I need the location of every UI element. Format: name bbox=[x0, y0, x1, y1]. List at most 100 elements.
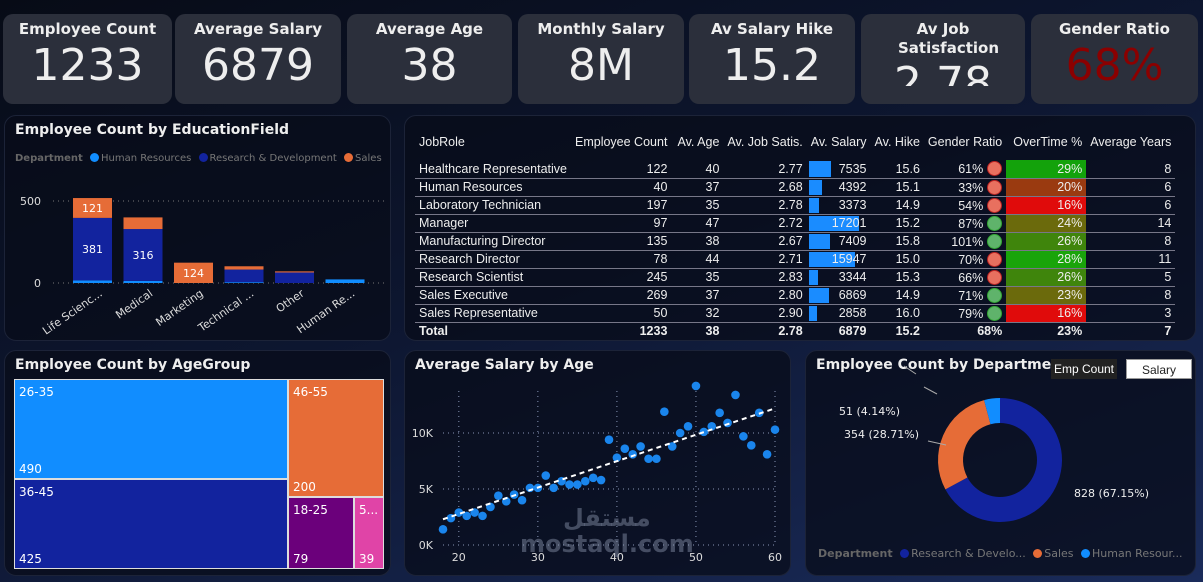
agegroup-treemap: Employee Count by AgeGroup 26-35 490 36-45… bbox=[4, 350, 391, 576]
legend-item[interactable]: Research & Develo... bbox=[911, 547, 1026, 560]
table-cell: 15.2 bbox=[870, 214, 924, 233]
kpi-value: 15.2 bbox=[723, 40, 821, 91]
table-cell: 14.9 bbox=[870, 286, 924, 305]
table-row[interactable]: Manufacturing Director 135 38 2.67 7409 15.8 1… bbox=[415, 232, 1176, 251]
table-cell: 40 bbox=[571, 178, 672, 197]
overtime-cell: 23% bbox=[1006, 286, 1087, 305]
data-point bbox=[494, 491, 503, 501]
column-header[interactable]: Av. Hike bbox=[874, 135, 920, 149]
tile-value: 39 bbox=[359, 552, 375, 566]
bar-segment bbox=[224, 266, 264, 270]
column-header[interactable]: Av. Job Satis. bbox=[727, 135, 803, 149]
bar-segment bbox=[123, 229, 163, 281]
tile-label: 18-25 bbox=[293, 503, 328, 517]
table-cell: 32 bbox=[671, 304, 724, 323]
salary-bar bbox=[808, 233, 831, 249]
chart-legend: Department Human Resources Research & De… bbox=[15, 153, 382, 164]
donut-slice bbox=[945, 398, 1062, 522]
data-point bbox=[715, 408, 724, 418]
table-cell: 37 bbox=[671, 286, 724, 305]
data-point bbox=[604, 435, 614, 445]
column-header[interactable]: OverTime % bbox=[1013, 135, 1083, 149]
data-point bbox=[652, 454, 661, 464]
bar-segment bbox=[275, 271, 314, 273]
x-tick-label: Other bbox=[274, 287, 307, 316]
jobrole-table-panel: JobRole Employee Count Av. Age Av. Job Sati… bbox=[404, 115, 1196, 341]
table-row[interactable]: Manager 97 47 2.72 17201 15.2 87% 24% 14 bbox=[415, 214, 1176, 233]
data-point bbox=[628, 449, 638, 459]
table-row[interactable]: Research Director 78 44 2.71 15947 15.0 70% 28%… bbox=[415, 250, 1176, 269]
salary-cell: 3373 bbox=[806, 196, 871, 215]
legend-dot-icon bbox=[344, 153, 354, 162]
donut-slice bbox=[984, 398, 1000, 425]
bar-segment bbox=[275, 272, 314, 283]
watermark-logo: مستقل mostaql.com bbox=[520, 504, 694, 558]
table-row[interactable]: Sales Executive 269 37 2.80 6869 14.9 71% 23% 8 bbox=[415, 286, 1176, 305]
salary-toggle[interactable]: Salary bbox=[1126, 359, 1192, 379]
data-point bbox=[746, 441, 756, 450]
table-cell: 2.78 bbox=[723, 196, 807, 215]
column-header[interactable]: Av. Age bbox=[677, 135, 720, 149]
table-cell: 8 bbox=[1086, 232, 1176, 251]
table-cell: 8 bbox=[1086, 286, 1176, 305]
bar-segment bbox=[73, 217, 112, 281]
kpi-card: Average Age 38 bbox=[347, 14, 512, 104]
kpi-title: Gender Ratio bbox=[1059, 20, 1170, 38]
table-cell: 38 bbox=[671, 232, 724, 251]
legend-item[interactable]: Sales bbox=[355, 153, 382, 164]
table-cell: 6 bbox=[1086, 178, 1176, 197]
tile-value: 425 bbox=[19, 552, 42, 566]
table-cell: 97 bbox=[571, 214, 672, 233]
table-cell: 135 bbox=[571, 232, 672, 251]
column-header[interactable]: Gender Ratio bbox=[927, 135, 1003, 149]
status-circle-icon bbox=[987, 197, 1003, 213]
data-point bbox=[739, 432, 748, 441]
column-header[interactable]: JobRole bbox=[419, 135, 465, 149]
gender-ratio-cell: 33% bbox=[923, 178, 1007, 197]
data-point bbox=[462, 511, 472, 521]
table-row[interactable]: Sales Representative 50 32 2.90 2858 16.0 79% 1… bbox=[415, 304, 1176, 323]
table-row[interactable]: Laboratory Technician 197 35 2.78 3373 14.9 54… bbox=[415, 196, 1176, 215]
salary-bar bbox=[808, 269, 819, 285]
salary-bar bbox=[808, 287, 829, 303]
data-label: 124 bbox=[183, 267, 204, 280]
column-header[interactable]: Average Years bbox=[1090, 135, 1172, 149]
table-row[interactable]: Human Resources 40 37 2.68 4392 15.1 33% 20% 6 bbox=[415, 178, 1176, 197]
treemap-tile[interactable]: 5... 39 bbox=[354, 497, 384, 569]
table-cell: 16.0 bbox=[870, 304, 924, 323]
gender-ratio-cell: 101% bbox=[923, 232, 1007, 251]
treemap-tile[interactable]: 36-45 425 bbox=[14, 479, 288, 569]
emp-count-toggle[interactable]: Emp Count bbox=[1051, 359, 1117, 379]
x-tick-label: 60 bbox=[768, 551, 782, 564]
treemap-tile[interactable]: 26-35 490 bbox=[14, 379, 288, 479]
salary-cell: 6869 bbox=[806, 286, 871, 305]
chart-title: Employee Count by Department bbox=[816, 357, 1068, 373]
status-circle-icon bbox=[987, 287, 1003, 303]
legend-dot-icon bbox=[90, 153, 99, 162]
kpi-card: Av Salary Hike 15.2 bbox=[689, 14, 855, 104]
x-tick-label: 50 bbox=[689, 551, 703, 564]
legend-item[interactable]: Sales bbox=[1044, 547, 1074, 560]
kpi-value: 68% bbox=[1065, 40, 1164, 91]
table-cell: 3 bbox=[1086, 304, 1176, 323]
treemap-tile[interactable]: 18-25 79 bbox=[288, 497, 354, 569]
data-label: 316 bbox=[133, 249, 154, 262]
table-cell: Healthcare Representative bbox=[415, 160, 571, 179]
legend-item[interactable]: Research & Development bbox=[209, 153, 337, 164]
bar-segment bbox=[224, 282, 264, 283]
x-tick-label: 30 bbox=[531, 551, 545, 564]
table-cell: Manager bbox=[415, 214, 571, 233]
treemap-tile[interactable]: 46-55 200 bbox=[288, 379, 384, 497]
legend-item[interactable]: Human Resour... bbox=[1092, 547, 1183, 560]
table-row[interactable]: Healthcare Representative 122 40 2.77 7535 15… bbox=[415, 160, 1176, 179]
table-cell: 47 bbox=[671, 214, 724, 233]
overtime-cell: 16% bbox=[1006, 196, 1087, 215]
data-point bbox=[691, 381, 701, 391]
table-row[interactable]: Research Scientist 245 35 2.83 3344 15.3 66% 26… bbox=[415, 268, 1176, 287]
data-point bbox=[770, 425, 780, 434]
donut-svg: 828 (67.15%) 354 (28.71%) 51 (4.14%) bbox=[839, 365, 1149, 522]
column-header[interactable]: Employee Count bbox=[575, 135, 668, 149]
table-cell: 2.71 bbox=[723, 250, 807, 269]
legend-item[interactable]: Human Resources bbox=[101, 153, 192, 164]
column-header[interactable]: Av. Salary bbox=[810, 135, 867, 149]
